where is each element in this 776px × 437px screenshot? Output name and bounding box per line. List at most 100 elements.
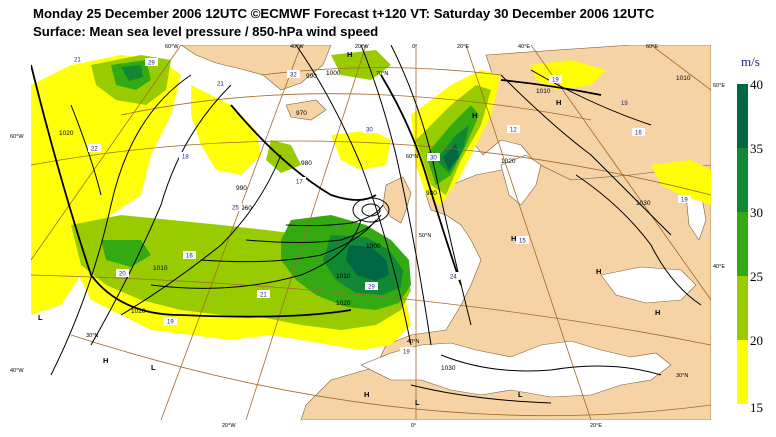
wind-label: 30 [366,128,373,134]
lat-label: 70°N [376,71,388,77]
low-centre: L [415,398,420,407]
lat-label: 60°N [406,154,418,160]
isobar-label: 1000 [326,70,341,77]
high-centre: H [655,308,660,317]
colorbar-level: 25 [750,269,763,284]
isobar-label: 1030 [636,200,651,207]
isobar-label: 1010 [153,265,168,272]
colorbar-level: 30 [750,205,763,220]
meridian-60w [31,45,182,261]
meridian-20w [245,45,367,420]
isobar-label: 1020 [131,308,146,315]
isobar-label: 1000 [366,243,381,250]
isobar-label: 980 [426,190,437,197]
land-iceland [285,99,327,121]
lat-label: 40°N [407,339,419,345]
wind-band-35-40 [346,143,459,281]
colorbar-level: 15 [750,400,763,415]
wind-label: 12 [510,128,517,134]
parallel-30n [70,334,711,417]
lon-label-left: 60°W [10,134,24,140]
colorbar-level: 20 [750,333,763,348]
low-centre: L [151,363,156,372]
isobar-label: 980 [301,160,312,167]
meridian-40w [160,45,302,420]
high-centre: H [347,50,352,59]
wind-label: 17 [296,180,303,186]
meridian-20e [465,45,592,420]
sea-black [600,266,697,304]
isobar-label: 960 [241,205,252,212]
wind-label: 32 [290,73,297,79]
isobar-label: 990 [306,73,317,80]
chart-title-line-1: Monday 25 December 2006 12UTC ©ECMWF For… [33,6,655,21]
colorbar-20-25 [737,276,748,340]
forecast-map: 1020 1010 1000 990 980 970 960 1010 1020… [31,45,711,420]
wind-label: 20 [119,272,126,278]
colorbar-level: 40 [750,77,763,92]
wind-speed-labels: 21 29 22 18 17 25 21 16 20 21 19 30 32 3… [71,55,691,356]
wind-label: 22 [91,147,98,153]
graticule [31,45,711,420]
wind-label: 30 [430,156,437,162]
isobar-label: 1020 [336,300,351,307]
colorbar-30-35 [737,148,748,212]
isobar-label: 970 [296,110,307,117]
high-centre: H [556,98,561,107]
land-greenland [180,45,332,91]
parallel-50n [31,140,711,196]
lat-label: 50°N [419,233,431,239]
high-centre: H [103,356,108,365]
lon-label-bottom: 20°W [222,423,236,429]
wind-label: 21 [74,58,81,64]
high-centre: H [511,234,516,243]
high-centre: H [596,267,601,276]
wind-label: 21 [260,293,267,299]
wind-label: 19 [681,198,688,204]
wind-label: 21 [217,82,224,88]
chart-title-line-2: Surface: Mean sea level pressure / 850-h… [33,24,379,39]
lat-label: 30°N [86,333,98,339]
low-centre: L [38,313,43,322]
colorbar-unit: m/s [741,56,760,69]
lon-label-right: 60°E [713,83,725,89]
colorbar-level: 35 [750,141,763,156]
lon-label-left: 40°W [10,368,24,374]
wind-speed-colorbar: m/s 40 35 30 25 20 15 [737,56,763,415]
isobar-label: 1010 [676,75,691,82]
meridian-60e [650,45,711,91]
colorbar-35-40 [737,84,748,148]
land-uk [382,176,412,224]
wind-label: 29 [368,285,375,291]
lat-label: 30°N [676,373,688,379]
wind-label: 18 [182,155,189,161]
isobar-label: 1010 [336,273,351,280]
isobar-label: 1020 [501,158,516,165]
sea-mediterranean [360,340,672,398]
lon-label-bottom: 20°E [590,423,602,429]
inland-seas [360,154,707,398]
parallel-40n [31,274,711,346]
wind-label: 19 [167,320,174,326]
high-centre: H [472,111,477,120]
pressure-centres: L L L L H H H H H H H H [38,50,660,407]
colorbar-15-20 [737,340,748,404]
colorbar-25-30 [737,212,748,276]
lon-label-right: 40°E [713,264,725,270]
high-centre: H [364,390,369,399]
wind-label: 19 [552,78,559,84]
wind-label: 16 [635,131,642,137]
lon-label-bottom: 0° [411,423,416,429]
wind-label: 16 [186,254,193,260]
sea-baltic [500,154,542,206]
wind-label: 19 [621,101,628,107]
isobars-bold [31,64,602,318]
isobar-label: 990 [236,185,247,192]
isobar-label: 1010 [536,88,551,95]
graticule-inner-labels: 70°N 60°N 50°N 40°N 30°N 30°N [86,71,688,379]
low-centre: L [518,390,523,399]
parallel-60n [120,93,592,121]
wind-label: 24 [450,275,457,281]
wind-label: 25 [232,206,239,212]
wind-label: 29 [148,61,155,67]
